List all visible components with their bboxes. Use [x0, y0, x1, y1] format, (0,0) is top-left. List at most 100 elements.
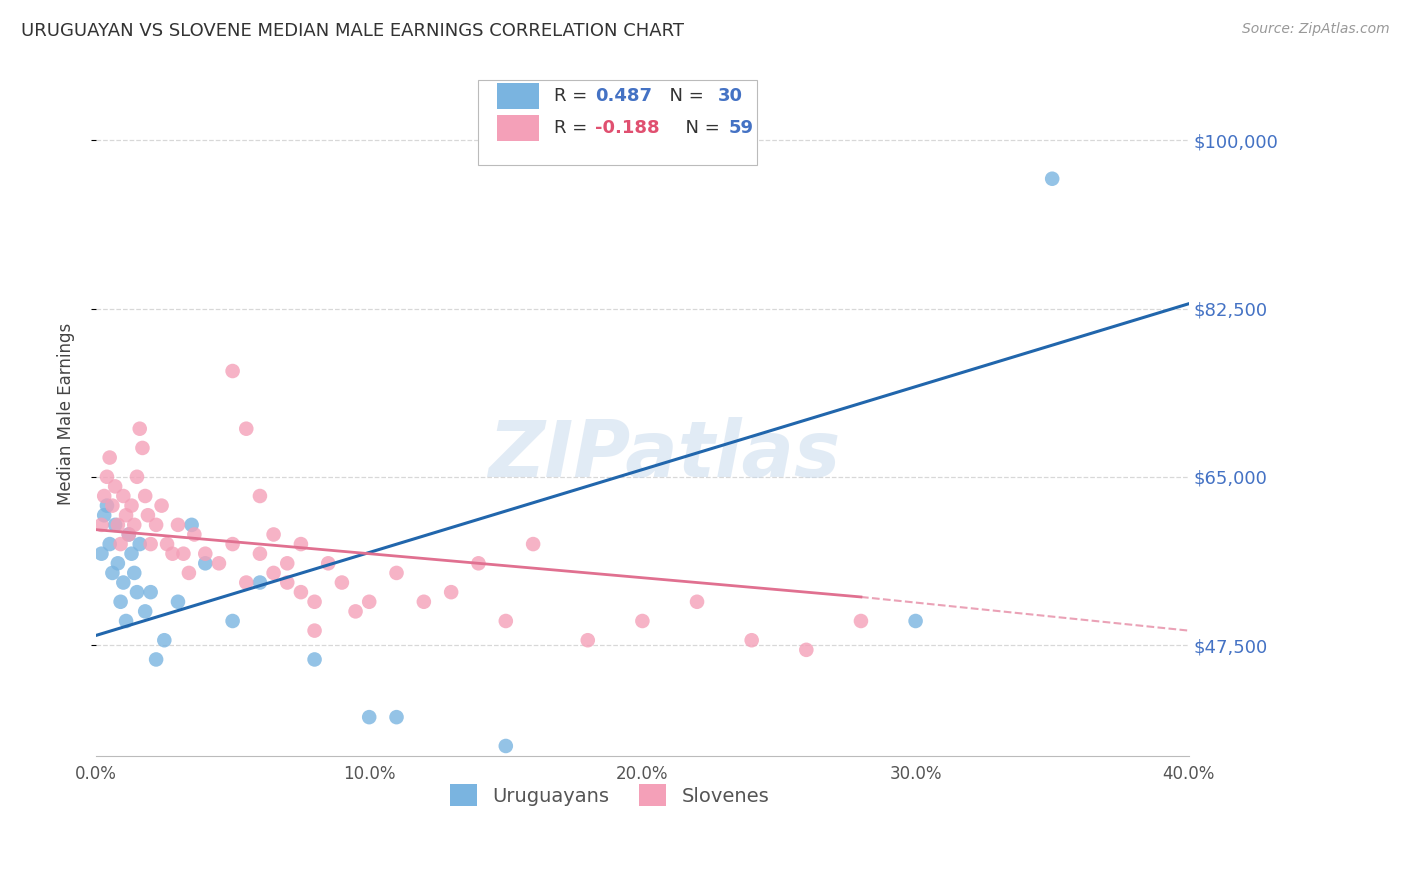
Point [522, 537, 544, 551]
Point [177, 566, 200, 580]
Point [263, 527, 285, 541]
Point [156, 537, 179, 551]
Y-axis label: Median Male Earnings: Median Male Earnings [58, 323, 75, 506]
Point [121, 547, 143, 561]
Text: N =: N = [658, 87, 709, 105]
Point [112, 489, 135, 503]
Point [122, 517, 145, 532]
Point [249, 547, 271, 561]
Point [150, 499, 173, 513]
Point [1040, 171, 1063, 186]
Point [107, 557, 129, 571]
Point [249, 489, 271, 503]
Point [249, 575, 271, 590]
Point [849, 614, 872, 628]
Point [221, 614, 243, 628]
Point [180, 517, 202, 532]
Text: Source: ZipAtlas.com: Source: ZipAtlas.com [1241, 22, 1389, 37]
Point [221, 537, 243, 551]
Point [359, 710, 381, 724]
Point [139, 537, 162, 551]
Point [128, 537, 150, 551]
Point [330, 575, 353, 590]
Point [304, 652, 326, 666]
Point [136, 508, 159, 523]
Point [904, 614, 927, 628]
Point [276, 575, 298, 590]
Text: N =: N = [673, 120, 725, 137]
Point [153, 633, 176, 648]
Point [104, 517, 127, 532]
Point [96, 499, 118, 513]
FancyBboxPatch shape [498, 115, 538, 141]
Point [794, 643, 817, 657]
Point [112, 575, 135, 590]
Point [93, 508, 115, 523]
Point [104, 479, 127, 493]
Point [385, 710, 408, 724]
Point [183, 527, 205, 541]
Point [316, 557, 339, 571]
Point [440, 585, 463, 599]
Point [145, 517, 167, 532]
Point [118, 527, 141, 541]
Point [221, 364, 243, 378]
Point [122, 566, 145, 580]
Point [235, 575, 257, 590]
Point [125, 585, 148, 599]
Point [98, 450, 121, 465]
FancyBboxPatch shape [478, 79, 758, 165]
Point [101, 566, 124, 580]
Text: 59: 59 [728, 120, 754, 137]
Text: 0.487: 0.487 [595, 87, 652, 105]
Point [208, 557, 231, 571]
Point [194, 557, 217, 571]
Point [134, 604, 156, 618]
Point [107, 517, 129, 532]
Point [495, 614, 517, 628]
Text: 30: 30 [718, 87, 742, 105]
Point [131, 441, 153, 455]
Text: R =: R = [554, 87, 593, 105]
FancyBboxPatch shape [498, 83, 538, 109]
Point [686, 595, 709, 609]
Point [162, 547, 184, 561]
Point [115, 508, 138, 523]
Point [263, 566, 285, 580]
Point [359, 595, 381, 609]
Text: URUGUAYAN VS SLOVENE MEDIAN MALE EARNINGS CORRELATION CHART: URUGUAYAN VS SLOVENE MEDIAN MALE EARNING… [21, 22, 685, 40]
Text: ZIPatlas: ZIPatlas [488, 417, 841, 493]
Point [96, 470, 118, 484]
Point [98, 537, 121, 551]
Point [631, 614, 654, 628]
Point [121, 499, 143, 513]
Point [115, 614, 138, 628]
Point [467, 557, 489, 571]
Legend: Uruguayans, Slovenes: Uruguayans, Slovenes [441, 776, 778, 814]
Point [134, 489, 156, 503]
Text: -0.188: -0.188 [595, 120, 659, 137]
Point [304, 595, 326, 609]
Point [385, 566, 408, 580]
Point [304, 624, 326, 638]
Point [93, 489, 115, 503]
Point [90, 547, 112, 561]
Point [344, 604, 367, 618]
Point [118, 527, 141, 541]
Point [139, 585, 162, 599]
Point [167, 595, 190, 609]
Point [101, 499, 124, 513]
Point [110, 595, 132, 609]
Point [90, 517, 112, 532]
Point [235, 422, 257, 436]
Point [741, 633, 763, 648]
Point [128, 422, 150, 436]
Point [495, 739, 517, 753]
Point [110, 537, 132, 551]
Point [125, 470, 148, 484]
Point [290, 585, 312, 599]
Point [172, 547, 194, 561]
Point [167, 517, 190, 532]
Point [290, 537, 312, 551]
Point [276, 557, 298, 571]
